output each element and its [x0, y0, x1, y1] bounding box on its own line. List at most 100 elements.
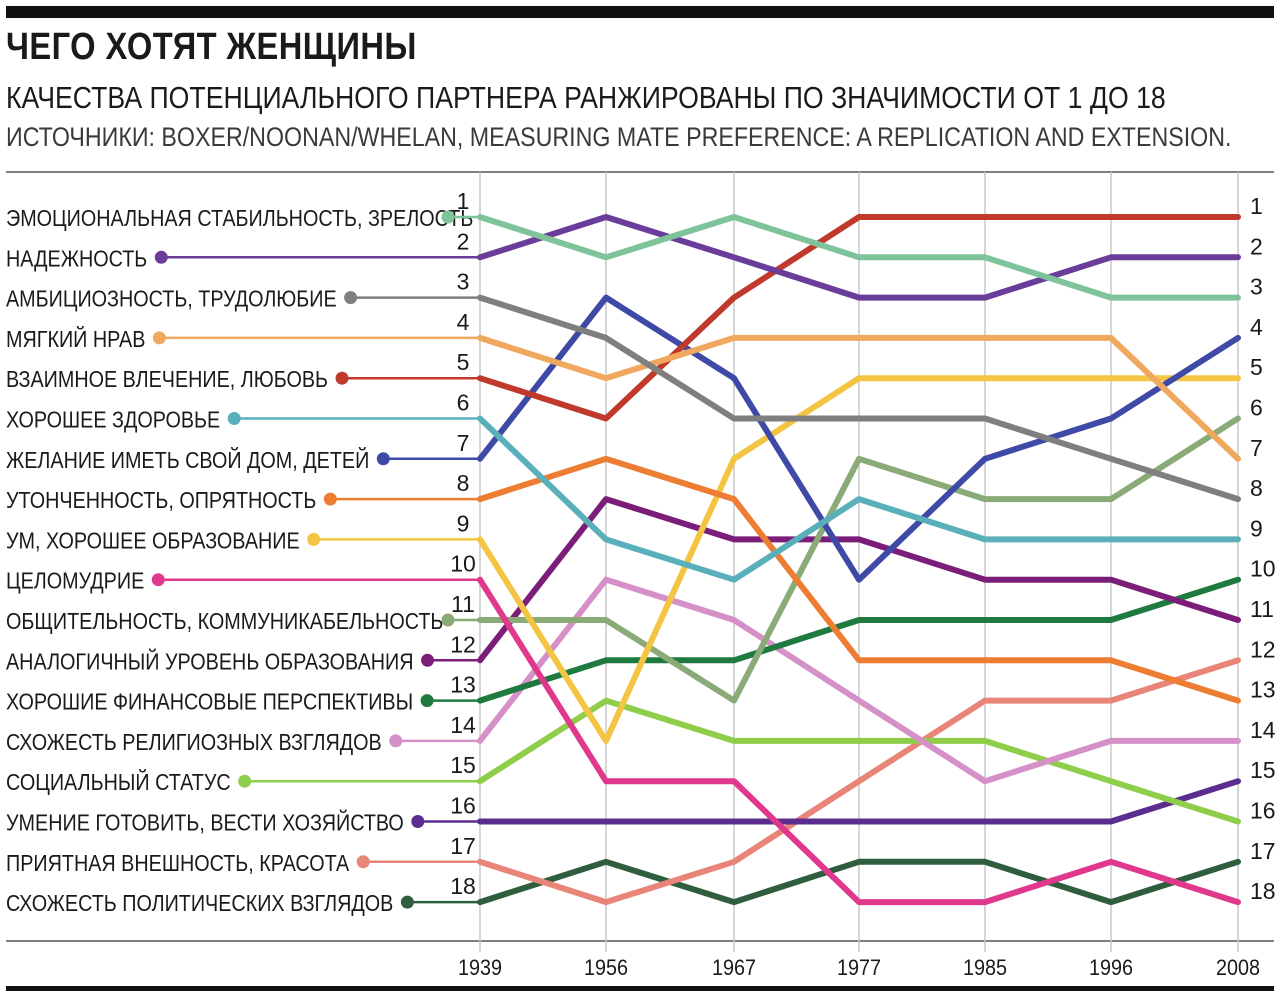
series-line-17	[477, 657, 1241, 906]
rank-right-17: 17	[1250, 838, 1276, 864]
rank-right-13: 13	[1250, 677, 1276, 703]
legend-label-18: СХОЖЕСТЬ ПОЛИТИЧЕСКИХ ВЗГЛЯДОВ	[6, 891, 393, 917]
rank-left-2: 2	[457, 228, 470, 254]
legend-dot-15	[238, 774, 252, 788]
rank-right-10: 10	[1250, 556, 1276, 582]
legend-dot-17	[356, 855, 370, 869]
series-line-2	[477, 214, 1241, 301]
series-line-18	[477, 858, 1241, 906]
chart-subtitle: КАЧЕСТВА ПОТЕНЦИАЛЬНОГО ПАРТНЕРА РАНЖИРО…	[6, 80, 1166, 115]
bottom-rule	[6, 986, 1274, 991]
series-line-3	[477, 294, 1241, 503]
rank-right-3: 3	[1250, 274, 1263, 300]
rank-left-16: 16	[450, 793, 476, 819]
rank-right-11: 11	[1250, 596, 1274, 622]
rank-right-5: 5	[1250, 354, 1263, 380]
legend-label-4: МЯГКИЙ НРАВ	[6, 325, 145, 352]
legend-label-8: УТОНЧЕННОСТЬ, ОПРЯТНОСТЬ	[6, 488, 316, 514]
series-line-16	[477, 778, 1241, 825]
legend-dot-8	[323, 492, 337, 506]
legend-dot-18	[400, 895, 414, 909]
rank-left-6: 6	[457, 390, 470, 416]
legend-label-2: НАДЕЖНОСТЬ	[6, 246, 147, 272]
rank-right-14: 14	[1250, 717, 1276, 743]
legend-dot-1	[441, 210, 455, 224]
rank-right-16: 16	[1250, 798, 1276, 824]
x-tick-1939: 1939	[458, 956, 502, 980]
legend-dot-16	[411, 815, 425, 828]
series-line-14	[477, 576, 1241, 785]
legend-dot-13	[420, 694, 434, 708]
legend-dot-6	[227, 412, 241, 425]
legend-label-12: АНАЛОГИЧНЫЙ УРОВЕНЬ ОБРАЗОВАНИЯ	[6, 648, 414, 675]
rank-left-3: 3	[457, 269, 470, 295]
series-line-9	[477, 375, 1241, 744]
series-line-12	[477, 496, 1241, 664]
rank-right-6: 6	[1250, 395, 1263, 421]
legend-label-17: ПРИЯТНАЯ ВНЕШНОСТЬ, КРАСОТА	[6, 850, 350, 876]
legend-label-7: ЖЕЛАНИЕ ИМЕТЬ СВОЙ ДОМ, ДЕТЕЙ	[6, 446, 369, 473]
rank-left-10: 10	[450, 551, 476, 577]
rank-left-12: 12	[450, 631, 476, 657]
rank-right-9: 9	[1250, 515, 1263, 541]
rank-left-13: 13	[450, 672, 476, 698]
series-line-13	[477, 576, 1241, 704]
rank-left-9: 9	[457, 510, 470, 536]
legend-dot-9	[307, 532, 321, 546]
legend-dot-12	[421, 653, 435, 667]
x-tick-2008: 2008	[1216, 956, 1260, 980]
legend-label-14: СХОЖЕСТЬ РЕЛИГИОЗНЫХ ВЗГЛЯДОВ	[6, 730, 382, 756]
x-tick-1956: 1956	[584, 956, 628, 980]
x-tick-1977: 1977	[837, 956, 881, 980]
rank-left-4: 4	[457, 309, 470, 335]
x-tick-1996: 1996	[1089, 956, 1133, 980]
legend-label-9: УМ, ХОРОШЕЕ ОБРАЗОВАНИЕ	[6, 528, 300, 554]
legend-label-3: АМБИЦИОЗНОСТЬ, ТРУДОЛЮБИЕ	[6, 286, 337, 312]
rank-right-4: 4	[1250, 314, 1263, 340]
rank-right-18: 18	[1250, 878, 1276, 904]
rank-left-7: 7	[457, 430, 470, 456]
legend-label-6: ХОРОШЕЕ ЗДОРОВЬЕ	[6, 407, 220, 433]
legend-label-15: СОЦИАЛЬНЫЙ СТАТУС	[6, 769, 231, 796]
series-line-15	[477, 697, 1241, 825]
x-tick-1967: 1967	[712, 956, 756, 980]
legend-dot-4	[152, 331, 166, 345]
rank-left-1: 1	[457, 188, 470, 214]
top-rule	[6, 6, 1274, 18]
chart-title: ЧЕГО ХОТЯТ ЖЕНЩИНЫ	[6, 26, 417, 68]
series-line-5	[477, 214, 1241, 422]
rank-right-15: 15	[1250, 757, 1276, 783]
series-line-4	[477, 334, 1241, 462]
rank-left-8: 8	[457, 470, 470, 496]
legend-dot-2	[154, 250, 168, 264]
series-line-10	[477, 576, 1241, 906]
series-line-1	[477, 214, 1241, 301]
legend-label-13: ХОРОШИЕ ФИНАНСОВЫЕ ПЕРСПЕКТИВЫ	[6, 689, 413, 715]
rank-right-8: 8	[1250, 475, 1263, 501]
rank-right-12: 12	[1250, 636, 1276, 662]
rank-left-18: 18	[450, 873, 476, 899]
rank-left-5: 5	[457, 349, 470, 375]
legend-dot-14	[389, 734, 403, 748]
legend-dot-7	[376, 452, 390, 466]
chart-source: ИСТОЧНИКИ: BOXER/NOONAN/WHELAN, MEASURIN…	[6, 122, 1232, 152]
rank-left-15: 15	[450, 752, 476, 778]
rank-right-2: 2	[1250, 233, 1263, 259]
legend-label-10: ЦЕЛОМУДРИЕ	[6, 568, 144, 594]
legend-dot-3	[344, 291, 358, 305]
rank-right-1: 1	[1250, 193, 1263, 219]
rank-left-17: 17	[450, 833, 476, 859]
series-line-8	[477, 455, 1241, 704]
series-line-7	[477, 294, 1241, 583]
series-line-6	[477, 415, 1241, 583]
series-line-11	[477, 415, 1241, 704]
legend-dot-10	[151, 573, 165, 587]
legend-label-11: ОБЩИТЕЛЬНОСТЬ, КОММУНИКАБЕЛЬНОСТЬ	[6, 609, 443, 635]
legend-label-5: ВЗАИМНОЕ ВЛЕЧЕНИЕ, ЛЮБОВЬ	[6, 367, 328, 393]
rank-right-7: 7	[1250, 435, 1263, 461]
x-tick-1985: 1985	[963, 956, 1007, 980]
rank-left-11: 11	[451, 591, 475, 617]
legend-dot-11	[441, 613, 455, 627]
legend-label-1: ЭМОЦИОНАЛЬНАЯ СТАБИЛЬНОСТЬ, ЗРЕЛОСТЬ	[6, 206, 473, 232]
